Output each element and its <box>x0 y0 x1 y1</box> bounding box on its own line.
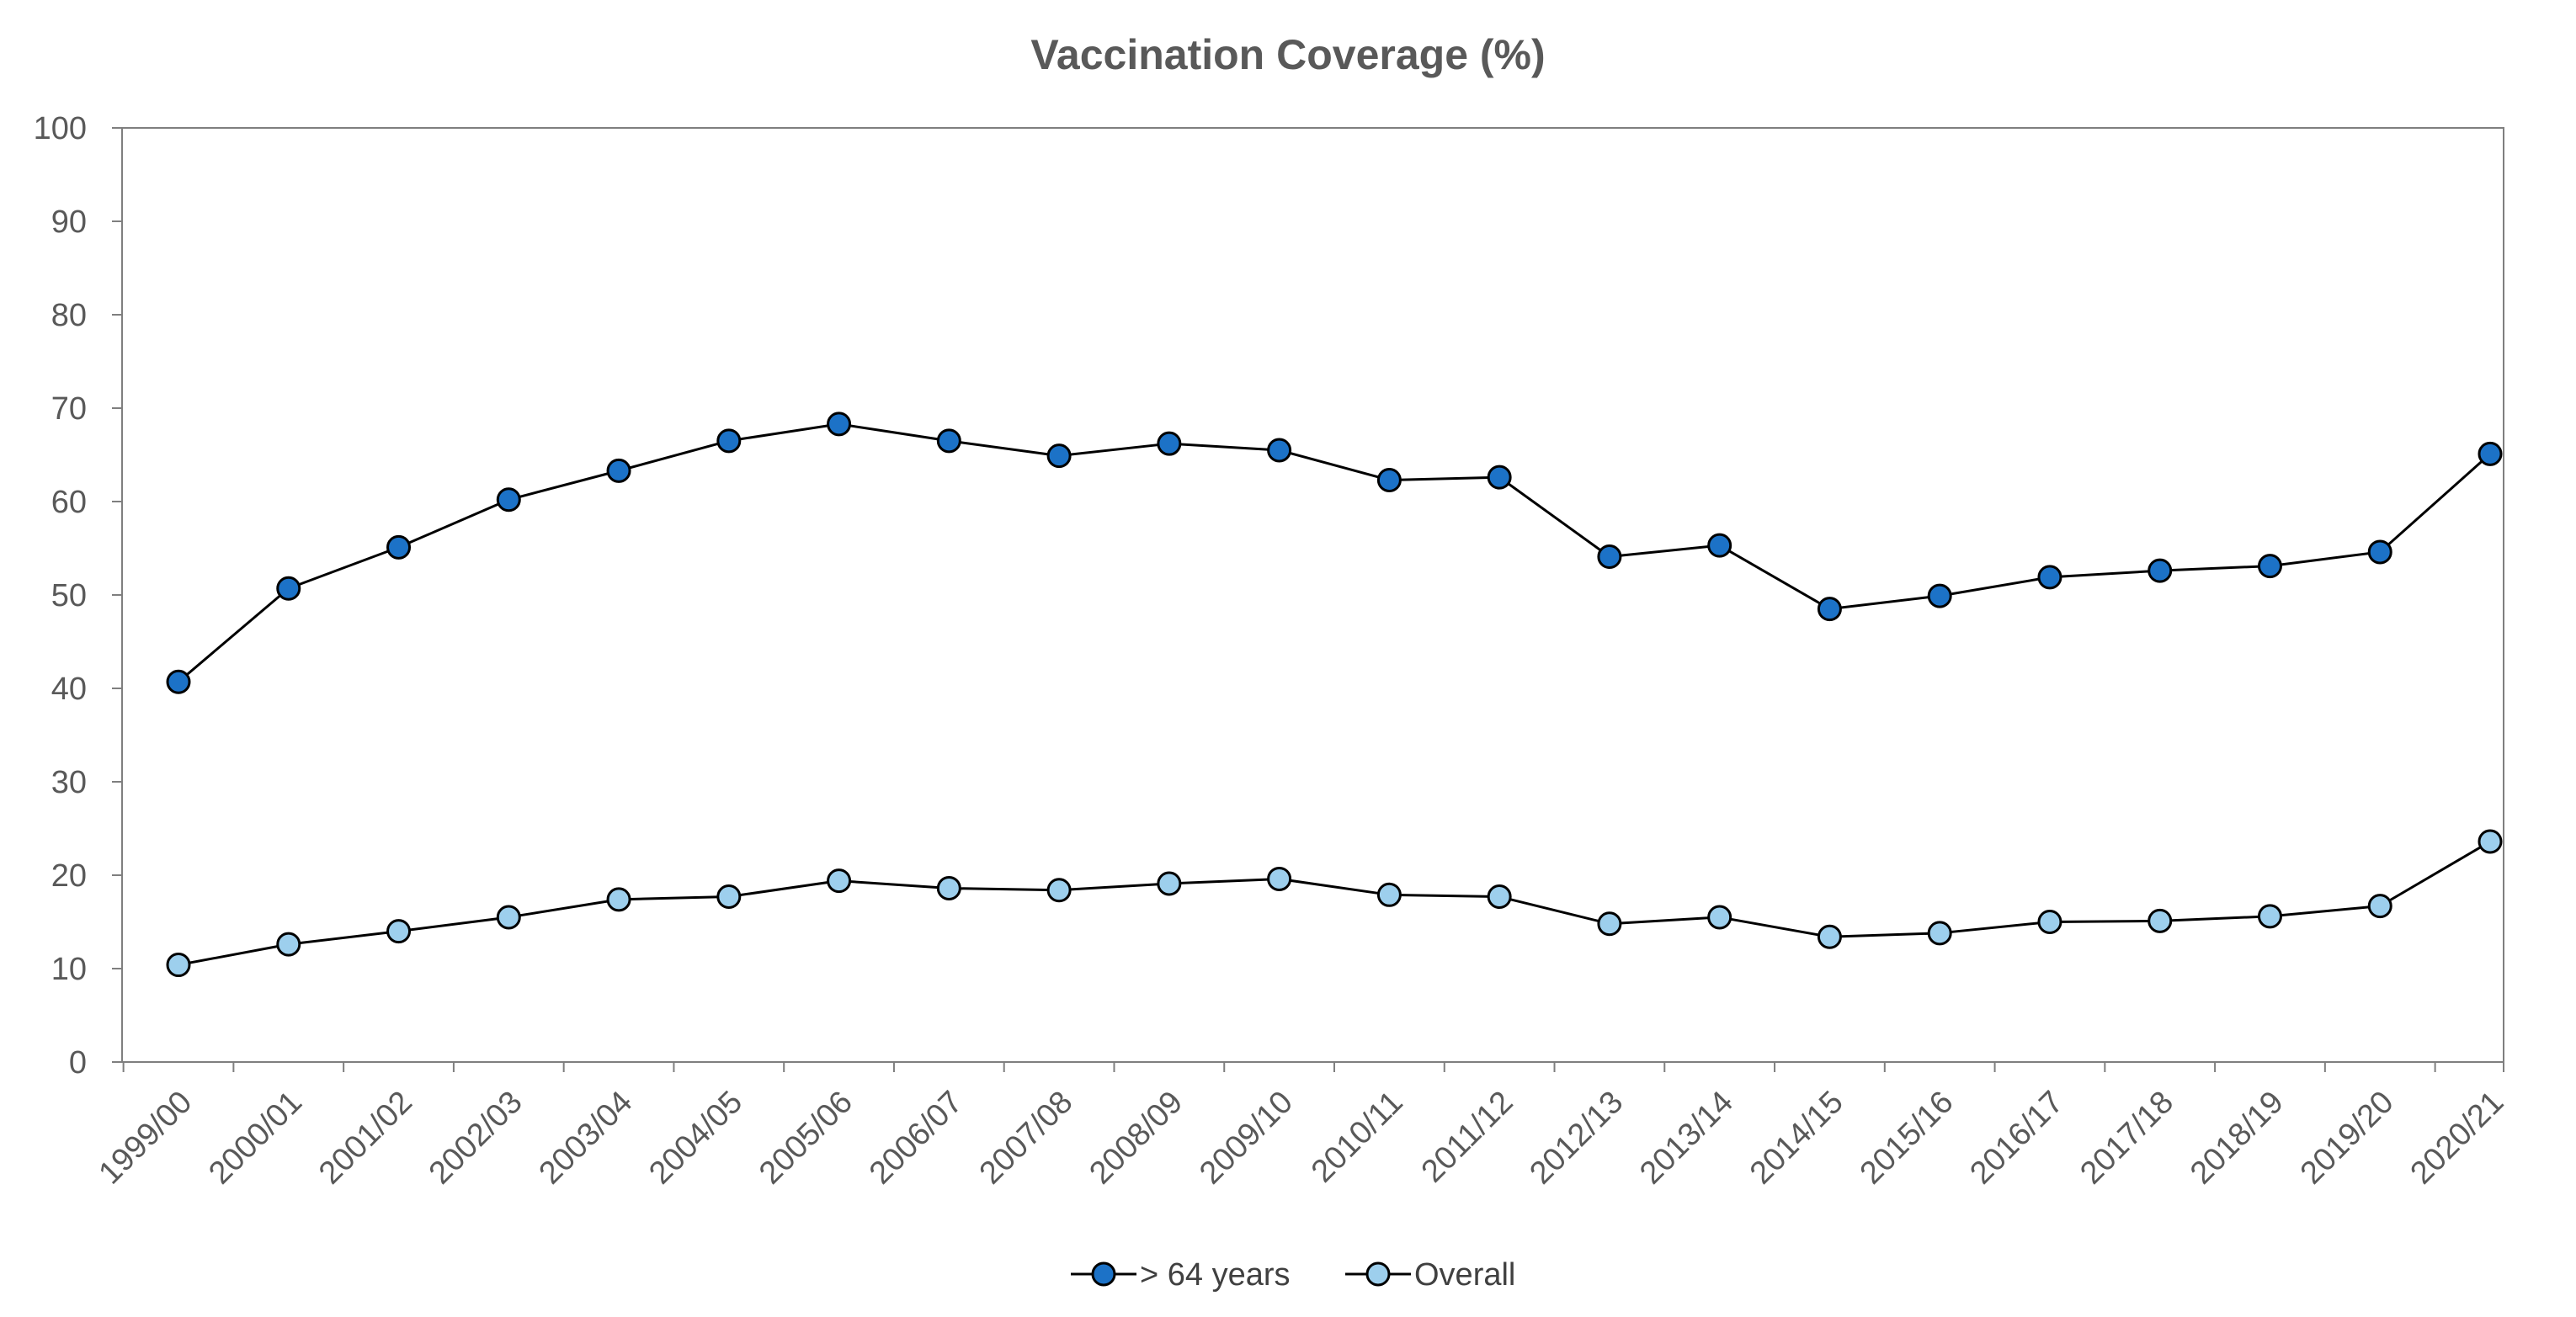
data-point <box>496 905 521 930</box>
y-tick-label: 70 <box>51 391 87 427</box>
data-point <box>936 876 961 901</box>
data-point <box>1376 467 1402 492</box>
data-point <box>276 576 301 601</box>
data-point <box>936 428 961 454</box>
series-line-overall <box>178 840 2491 967</box>
y-tick-label: 40 <box>51 672 87 707</box>
data-point <box>2148 558 2173 583</box>
data-point <box>606 887 631 912</box>
data-point <box>1487 884 1512 910</box>
data-point <box>1817 924 1842 949</box>
data-point <box>2257 904 2282 929</box>
data-point <box>276 932 301 957</box>
data-point <box>1707 533 1732 558</box>
data-point <box>386 534 412 560</box>
data-point <box>1046 878 1072 903</box>
data-point <box>827 412 852 437</box>
data-point <box>2037 565 2062 590</box>
data-point <box>166 669 191 694</box>
data-point <box>166 953 191 978</box>
legend[interactable]: > 64 years Overall <box>1071 1257 1515 1293</box>
legend-item[interactable]: > 64 years <box>1071 1257 1291 1293</box>
y-tick-label: 50 <box>51 578 87 613</box>
y-tick-label: 60 <box>51 485 87 520</box>
y-tick-label: 0 <box>69 1045 87 1081</box>
data-point <box>1267 438 1292 463</box>
data-point <box>386 919 412 944</box>
y-tick-label: 90 <box>51 204 87 240</box>
data-point <box>1597 911 1622 937</box>
data-point <box>1046 443 1072 469</box>
data-point <box>606 458 631 483</box>
data-point <box>2037 910 2062 934</box>
y-tick-label: 80 <box>51 298 87 333</box>
legend-label: > 64 years <box>1140 1257 1291 1293</box>
y-tick-label: 10 <box>51 952 87 987</box>
data-point <box>716 884 742 910</box>
series-markers <box>166 412 2503 978</box>
data-point <box>2257 554 2282 579</box>
y-tick-label: 100 <box>34 111 87 146</box>
data-point <box>1487 465 1512 490</box>
data-point <box>1597 544 1622 569</box>
chart-title: Vaccination Coverage (%) <box>1030 31 1545 78</box>
y-tick-label: 30 <box>51 765 87 800</box>
data-point <box>1927 583 1952 608</box>
legend-marker-icon <box>1091 1261 1116 1287</box>
legend-item[interactable]: Overall <box>1345 1257 1515 1293</box>
legend-marker-icon <box>1365 1261 1391 1287</box>
series-line-over-64 <box>178 422 2491 683</box>
data-point <box>2367 894 2392 919</box>
data-point <box>1927 921 1952 946</box>
data-point <box>1707 905 1732 930</box>
y-axis: 0 10 20 30 40 50 60 70 80 90 100 <box>34 111 122 1081</box>
y-tick-label: 20 <box>51 858 87 894</box>
data-point <box>1376 882 1402 907</box>
data-point <box>827 868 852 894</box>
data-point <box>1157 871 1182 896</box>
data-point <box>2148 908 2173 933</box>
data-point <box>1817 597 1842 622</box>
data-point <box>2478 829 2503 854</box>
data-point <box>716 428 742 454</box>
data-point <box>1267 866 1292 891</box>
legend-label: Overall <box>1414 1257 1515 1293</box>
data-point <box>496 487 521 512</box>
data-point <box>2478 441 2503 466</box>
data-point <box>1157 431 1182 456</box>
series-lines <box>178 422 2491 967</box>
data-point <box>2367 539 2392 565</box>
